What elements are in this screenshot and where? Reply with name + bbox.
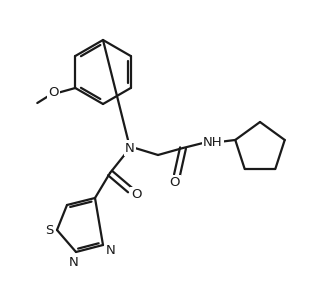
Text: O: O	[170, 176, 180, 190]
Text: NH: NH	[203, 136, 223, 148]
Text: N: N	[125, 142, 135, 154]
Text: O: O	[48, 86, 59, 100]
Text: O: O	[131, 188, 141, 202]
Text: S: S	[45, 224, 53, 236]
Text: N: N	[106, 244, 116, 256]
Text: N: N	[69, 256, 79, 268]
